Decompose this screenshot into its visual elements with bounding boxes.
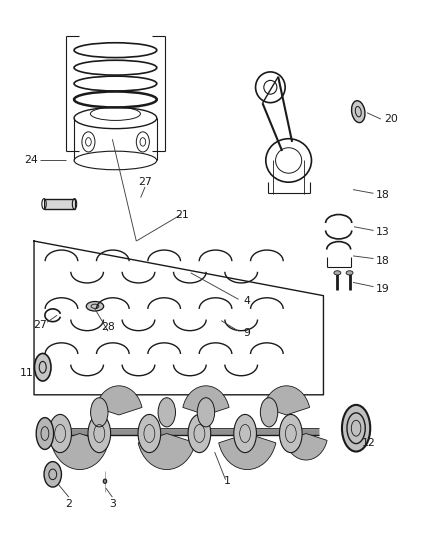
Ellipse shape [188, 415, 211, 453]
Wedge shape [219, 433, 276, 470]
Ellipse shape [234, 415, 256, 453]
Text: 12: 12 [362, 438, 376, 448]
Wedge shape [285, 433, 327, 460]
Ellipse shape [342, 405, 370, 451]
Ellipse shape [158, 398, 176, 427]
Text: 24: 24 [24, 156, 38, 165]
Text: 21: 21 [175, 209, 189, 220]
Wedge shape [138, 433, 195, 470]
Ellipse shape [35, 353, 51, 381]
Text: 27: 27 [33, 320, 46, 330]
Ellipse shape [346, 271, 353, 275]
Wedge shape [51, 433, 108, 470]
Ellipse shape [138, 415, 161, 453]
Ellipse shape [352, 101, 365, 123]
Text: 27: 27 [138, 176, 152, 187]
Text: 2: 2 [65, 499, 72, 509]
Ellipse shape [36, 418, 53, 449]
Text: 9: 9 [244, 328, 251, 338]
Text: 18: 18 [375, 190, 389, 200]
Text: 11: 11 [19, 368, 33, 377]
Bar [44, 199, 74, 209]
Ellipse shape [279, 415, 302, 453]
Text: 18: 18 [375, 256, 389, 266]
Text: 20: 20 [384, 114, 398, 124]
Text: 19: 19 [375, 284, 389, 294]
Ellipse shape [49, 415, 71, 453]
Wedge shape [263, 386, 310, 415]
Ellipse shape [197, 398, 215, 427]
Wedge shape [183, 386, 229, 415]
Wedge shape [96, 386, 142, 415]
Text: 28: 28 [101, 322, 115, 333]
Text: 3: 3 [109, 499, 116, 509]
Text: 1: 1 [224, 477, 231, 486]
Ellipse shape [91, 398, 108, 427]
Ellipse shape [334, 271, 341, 275]
Ellipse shape [103, 479, 107, 483]
Ellipse shape [260, 398, 278, 427]
Ellipse shape [86, 302, 104, 311]
Text: 4: 4 [244, 296, 251, 306]
Text: 13: 13 [375, 227, 389, 237]
Ellipse shape [44, 462, 61, 487]
Ellipse shape [88, 415, 111, 453]
